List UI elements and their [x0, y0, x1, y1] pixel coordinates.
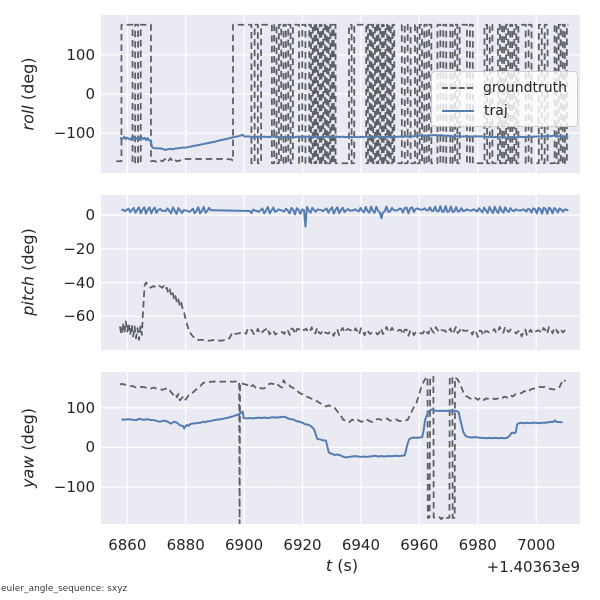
series-traj-pitch [121, 205, 569, 228]
ytick-yaw-100: 100 [66, 398, 95, 417]
xtick-7000: 7000 [517, 536, 556, 554]
series-groundtruth-yaw [119, 375, 567, 524]
ytick-pitch-0: 0 [85, 206, 95, 225]
series-groundtruth-roll [116, 23, 569, 165]
legend: groundtruth traj [431, 71, 578, 127]
panel-background-pitch [101, 195, 580, 350]
xtick-6960: 6960 [400, 536, 439, 554]
series-traj-roll [119, 133, 569, 151]
xtick-6940: 6940 [341, 536, 381, 554]
traj-line-sample-icon [442, 109, 474, 112]
ytick-pitch-−60: −60 [63, 307, 95, 326]
groundtruth-line-sample-icon [442, 86, 473, 89]
legend-label-groundtruth: groundtruth [482, 79, 567, 96]
ytick-pitch-−40: −40 [63, 273, 95, 292]
xtick-6980: 6980 [458, 536, 497, 554]
legend-item-groundtruth: groundtruth [442, 79, 567, 96]
legend-label-traj: traj [484, 102, 508, 119]
ytick-pitch-−20: −20 [63, 239, 95, 258]
series-traj-yaw [121, 408, 563, 459]
ytick-yaw-−100: −100 [53, 478, 95, 497]
ytick-roll-100: 100 [66, 45, 95, 64]
x-axis-label-unit: (s) [332, 556, 359, 575]
legend-item-traj: traj [442, 102, 567, 119]
ytick-roll-−100: −100 [53, 124, 95, 143]
ytick-yaw-0: 0 [85, 438, 95, 457]
xtick-6900: 6900 [225, 536, 264, 554]
xtick-6880: 6880 [166, 536, 205, 554]
x-axis-offset-text: +1.40363e9 [486, 558, 580, 576]
euler-sequence-footnote: euler_angle_sequence: sxyz [1, 584, 128, 594]
x-axis-label-var: t [325, 556, 333, 575]
series-groundtruth-pitch [119, 281, 569, 342]
xtick-6920: 6920 [283, 536, 322, 554]
ytick-roll-0: 0 [85, 85, 95, 103]
xtick-6860: 6860 [108, 536, 147, 554]
x-axis-label: t (s) [282, 556, 402, 575]
